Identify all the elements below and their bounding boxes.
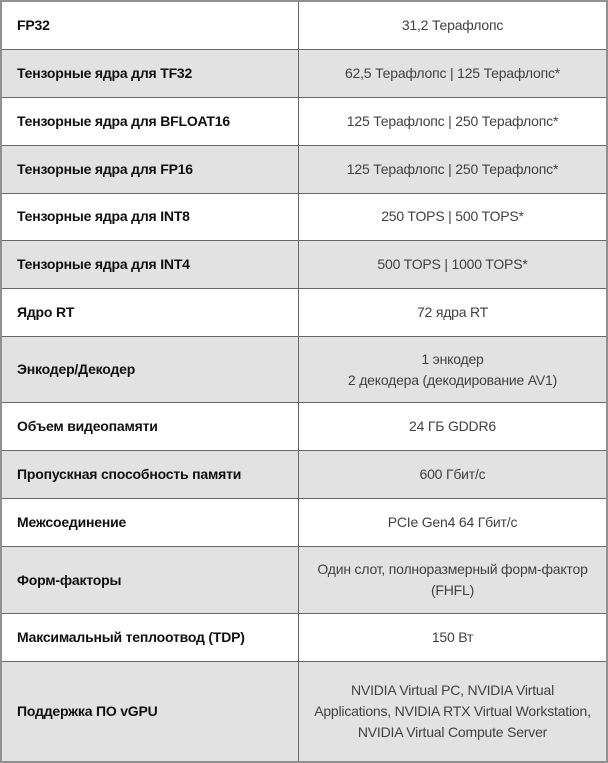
spec-value: 500 TOPS | 1000 TOPS*: [377, 256, 528, 273]
spec-row-memory-bandwidth: Пропускная способность памяти 600 Гбит/с: [2, 449, 606, 498]
spec-row-bfloat16: Тензорные ядра для BFLOAT16 125 Терафлоп…: [2, 96, 606, 145]
spec-label: Тензорные ядра для FP16: [2, 145, 299, 193]
spec-label: Объем видеопамяти: [2, 402, 299, 450]
spec-label: Межсоединение: [2, 498, 299, 546]
spec-value: 31,2 Терафлопс: [401, 16, 504, 33]
spec-row-fp16: Тензорные ядра для FP16 125 Терафлопс | …: [2, 144, 606, 193]
spec-label: Тензорные ядра для TF32: [2, 49, 299, 97]
spec-row-rt-core: Ядро RT 72 ядра RT: [2, 288, 606, 337]
spec-label: Максимальный теплоотвод (TDP): [2, 614, 299, 662]
spec-value: 600 Гбит/с: [419, 465, 486, 482]
spec-row-encoder-decoder: Энкодер/Декодер 1 энкодер 2 декодера (де…: [2, 336, 606, 402]
spec-row-tf32: Тензорные ядра для TF32 62,5 Терафлопс |…: [2, 48, 606, 97]
spec-label: Тензорные ядра для INT4: [2, 241, 299, 289]
spec-row-form-factor: Форм-факторы Один слот, полноразмерный ф…: [2, 545, 606, 614]
spec-value: 125 Терафлопс | 250 Терафлопс*: [346, 112, 559, 129]
spec-value: 250 TOPS | 500 TOPS*: [381, 208, 524, 225]
spec-row-vgpu-support: Поддержка ПО vGPU NVIDIA Virtual PC, NVI…: [2, 661, 606, 762]
spec-label: Ядро RT: [2, 289, 299, 337]
spec-label: Энкодер/Декодер: [2, 337, 299, 402]
spec-label: Тензорные ядра для BFLOAT16: [2, 97, 299, 145]
spec-row-interconnect: Межсоединение PCIe Gen4 64 Гбит/с: [2, 497, 606, 546]
spec-label: Тензорные ядра для INT8: [2, 193, 299, 241]
spec-value: NVIDIA Virtual PC, NVIDIA Virtual Applic…: [314, 682, 591, 741]
spec-row-int4: Тензорные ядра для INT4 500 TOPS | 1000 …: [2, 240, 606, 289]
spec-value: 150 Вт: [431, 629, 474, 646]
spec-value: 1 энкодер 2 декодера (декодирование AV1): [347, 350, 558, 388]
spec-row-fp32: FP32 31,2 Терафлопс: [2, 2, 606, 49]
spec-value: 24 ГБ GDDR6: [409, 417, 496, 434]
spec-row-int8: Тензорные ядра для INT8 250 TOPS | 500 T…: [2, 192, 606, 241]
spec-value: Один слот, полноразмерный форм-фактор (F…: [317, 560, 588, 598]
spec-value: 62,5 Терафлопс | 125 Терафлопс*: [344, 64, 561, 81]
spec-label: Поддержка ПО vGPU: [2, 662, 299, 762]
spec-row-vram: Объем видеопамяти 24 ГБ GDDR6: [2, 401, 606, 450]
spec-value: 72 ядра RT: [416, 304, 489, 321]
spec-value: PCIe Gen4 64 Гбит/с: [387, 513, 518, 530]
spec-label: FP32: [2, 2, 299, 49]
spec-label: Пропускная способность памяти: [2, 450, 299, 498]
spec-value: 125 Терафлопс | 250 Терафлопс*: [346, 160, 559, 177]
spec-label: Форм-факторы: [2, 546, 299, 614]
spec-row-tdp: Максимальный теплоотвод (TDP) 150 Вт: [2, 613, 606, 662]
